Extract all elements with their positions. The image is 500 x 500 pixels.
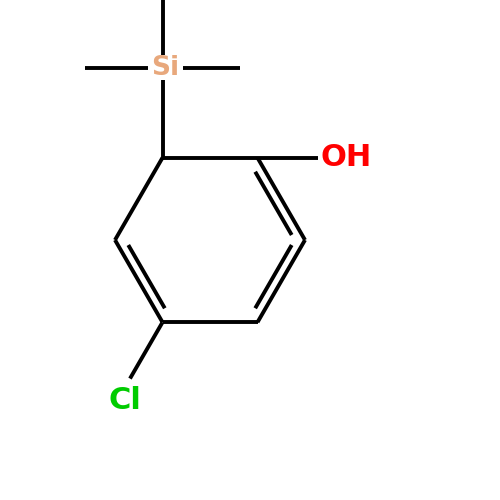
Text: Si: Si [151,54,179,80]
Text: Cl: Cl [108,386,142,415]
Text: OH: OH [320,143,371,172]
